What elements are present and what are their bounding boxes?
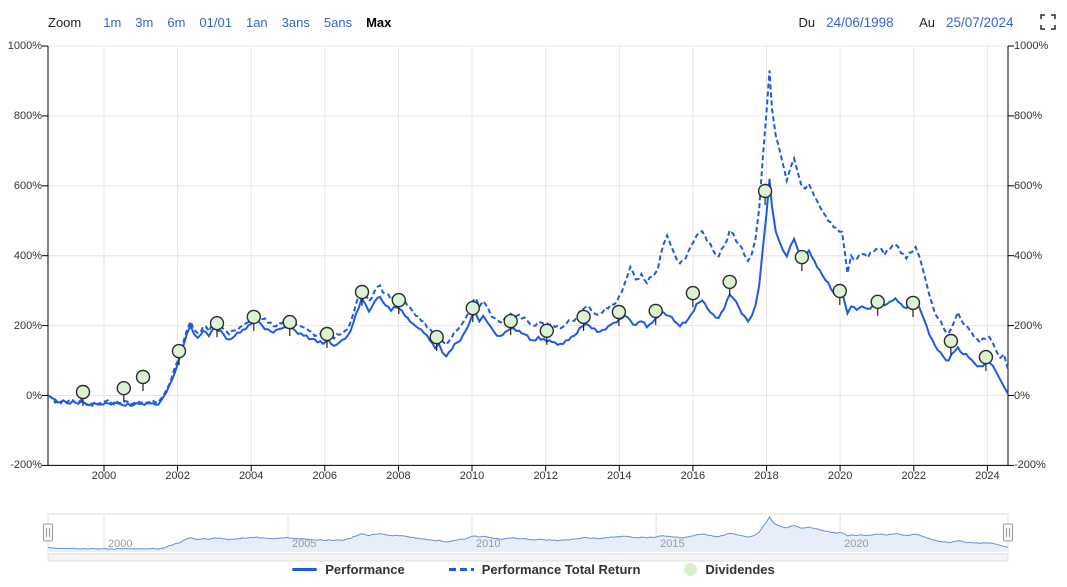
x-axis-label: 2002 [165, 470, 190, 482]
navigator-year-label: 2020 [844, 538, 869, 550]
y-axis-label-left: 800% [13, 109, 42, 122]
range-button-1an[interactable]: 1an [245, 15, 268, 30]
to-date-input[interactable] [946, 14, 1028, 30]
dividend-marker[interactable] [391, 292, 406, 308]
x-axis-label: 2000 [91, 470, 117, 482]
x-axis-label: 2006 [312, 470, 338, 482]
legend-item-dividends[interactable]: Dividendes [684, 562, 775, 577]
date-range-controls: Du Au [798, 13, 1057, 31]
x-axis-label: 2004 [238, 470, 264, 482]
navigator-line [47, 516, 1009, 550]
x-axis-label: 2022 [901, 470, 927, 482]
dividends-marker-swatch [684, 563, 698, 576]
dividend-marker[interactable] [611, 304, 627, 320]
range-button-3m[interactable]: 3m [135, 15, 154, 30]
range-button-3ans[interactable]: 3ans [281, 15, 310, 30]
navigator-year-label: 2015 [660, 538, 685, 550]
range-button-6m[interactable]: 6m [167, 15, 186, 30]
dividend-marker[interactable] [832, 283, 847, 299]
y-axis-label-left: 400% [13, 249, 42, 262]
dividend-marker[interactable] [722, 274, 737, 290]
y-axis-label-right: 1000% [1014, 40, 1049, 52]
y-axis-label-right: 0% [1014, 389, 1030, 402]
range-button-5ans[interactable]: 5ans [323, 15, 353, 30]
range-button-1m[interactable]: 1m [103, 15, 122, 30]
legend-label-dividends: Dividendes [705, 562, 775, 577]
dividend-marker[interactable] [209, 316, 225, 331]
dividend-marker[interactable] [905, 295, 921, 311]
dividend-marker[interactable] [870, 294, 885, 309]
y-axis-label-left: 200% [13, 319, 42, 332]
to-label: Au [919, 14, 935, 30]
dividend-marker[interactable] [757, 183, 773, 199]
x-axis-label: 2020 [827, 470, 853, 482]
zoom-label: Zoom [48, 15, 82, 30]
navigator-area [48, 517, 1008, 551]
from-label: Du [798, 14, 816, 30]
range-button-01-01[interactable]: 01/01 [199, 15, 232, 30]
x-axis-label: 2010 [459, 470, 485, 482]
navigator-year-label: 2010 [476, 538, 501, 550]
dividend-marker[interactable] [354, 284, 370, 300]
dividend-marker[interactable] [794, 249, 810, 265]
total-return-line [47, 70, 1009, 408]
navigator-year-label: 2005 [292, 538, 317, 550]
range-button-Max[interactable]: Max [366, 15, 392, 30]
range-buttons: 1m 3m 6m 01/01 1an 3ans 5ans Max [103, 15, 391, 30]
x-axis-label: 2024 [975, 470, 1000, 482]
dividend-marker[interactable] [75, 384, 91, 400]
dividend-marker[interactable] [465, 300, 480, 316]
navigator-right-handle[interactable] [1003, 523, 1013, 542]
fullscreen-icon [1040, 14, 1056, 30]
dividend-marker[interactable] [429, 329, 444, 345]
dividend-marker[interactable] [943, 333, 959, 349]
performance-line-swatch [292, 568, 318, 571]
fullscreen-button[interactable] [1039, 13, 1057, 31]
x-axis-label: 2012 [533, 470, 558, 482]
y-axis-label-right: 600% [1014, 179, 1043, 192]
x-axis-label: 2016 [680, 470, 706, 482]
dividend-marker[interactable] [576, 309, 591, 325]
legend-label-performance: Performance [325, 562, 405, 577]
legend-item-total-return[interactable]: Performance Total Return [448, 562, 641, 577]
y-axis-label-left: -200% [10, 459, 42, 472]
dividend-marker[interactable] [648, 303, 663, 319]
y-axis-label-right: 200% [1014, 319, 1043, 332]
navigator-left-handle[interactable] [43, 523, 53, 542]
dividend-marker[interactable] [282, 314, 297, 330]
y-axis-label-right: -200% [1014, 459, 1046, 472]
dividend-marker[interactable] [539, 323, 554, 338]
y-axis-label-right: 800% [1014, 109, 1043, 122]
y-axis-label-left: 0% [26, 389, 42, 402]
legend: Performance Performance Total Return Div… [0, 562, 1067, 577]
navigator-year-label: 2000 [108, 538, 133, 550]
x-axis-label: 2014 [607, 470, 632, 482]
y-axis-label-right: 400% [1014, 249, 1043, 262]
x-axis-label: 2008 [386, 470, 411, 482]
dividend-marker[interactable] [246, 309, 262, 325]
dividend-marker[interactable] [978, 349, 994, 365]
legend-item-performance[interactable]: Performance [292, 562, 405, 577]
dividend-marker[interactable] [135, 369, 151, 385]
scrollbar-track[interactable] [47, 553, 1009, 562]
dividend-marker[interactable] [685, 285, 701, 301]
total-return-line-swatch [448, 568, 474, 571]
performance-line [47, 178, 1009, 408]
dividend-marker[interactable] [116, 381, 132, 396]
x-axis-label: 2018 [754, 470, 779, 482]
dividend-marker[interactable] [503, 313, 518, 329]
dividend-marker[interactable] [319, 326, 335, 342]
y-axis-label-left: 1000% [7, 40, 42, 52]
legend-label-total-return: Performance Total Return [481, 562, 641, 577]
from-date-input[interactable] [826, 14, 909, 30]
dividend-marker[interactable] [171, 343, 187, 359]
plot-area[interactable] [48, 46, 1008, 465]
range-selector: Zoom 1m 3m 6m 01/01 1an 3ans 5ans Max [48, 15, 391, 30]
y-axis-label-left: 600% [13, 179, 42, 192]
